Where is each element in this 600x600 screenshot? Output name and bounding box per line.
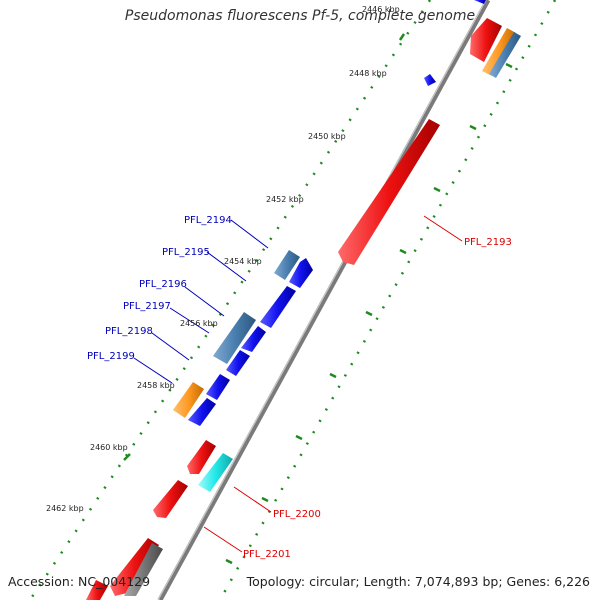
gene-label[interactable]: PFL_2200	[273, 509, 321, 520]
genome-backbone	[157, 0, 491, 600]
feature-grey-lower[interactable]	[124, 543, 163, 596]
feature-pfl-2197[interactable]	[226, 350, 250, 376]
feature-red-lower[interactable]	[110, 538, 159, 596]
tick-track-outer	[218, 0, 557, 600]
feature-pfl-2192[interactable]	[470, 18, 502, 62]
feature-steel-top[interactable]	[489, 32, 521, 78]
major-ticks	[123, 33, 513, 565]
feature-pfl-2196[interactable]	[241, 326, 266, 352]
gene-label[interactable]: PFL_2201	[243, 549, 291, 560]
kbp-label: 2458 kbp	[137, 381, 175, 390]
feature-orange-top[interactable]	[482, 28, 516, 76]
feature-red-bottom[interactable]	[86, 580, 108, 600]
label-leaders	[133, 215, 463, 553]
kbp-label: 2450 kbp	[308, 132, 346, 141]
kbp-label: 2462 kbp	[46, 504, 84, 513]
tick-track-inner	[28, 0, 432, 600]
gene-labels: PFL_2194 PFL_2195 PFL_2196 PFL_2197 PFL_…	[87, 215, 512, 560]
feature-steel-2194[interactable]	[274, 250, 300, 280]
feature-pfl-2198[interactable]	[206, 374, 230, 400]
feature-pfl-2201[interactable]	[153, 480, 188, 518]
gene-label[interactable]: PFL_2198	[105, 326, 153, 337]
gene-label[interactable]: PFL_2194	[184, 215, 232, 226]
feature-pfl-2199[interactable]	[188, 398, 216, 426]
kbp-label: 2456 kbp	[180, 319, 218, 328]
feature-pfl-2200[interactable]	[198, 453, 233, 492]
feature-pfl-2193[interactable]	[338, 119, 440, 265]
kbp-label: 2460 kbp	[90, 443, 128, 452]
feature-pfl-2195[interactable]	[260, 286, 296, 328]
gene-label[interactable]: PFL_2195	[162, 247, 210, 258]
kbp-label: 2448 kbp	[349, 69, 387, 78]
feature-pfl-2200-red[interactable]	[187, 440, 216, 474]
feature-steel-2196[interactable]	[213, 312, 256, 364]
forward-features	[86, 0, 521, 600]
accession-text: Accession: NC_004129	[8, 574, 151, 589]
feature-orange-2199[interactable]	[173, 382, 204, 418]
gene-label[interactable]: PFL_2199	[87, 351, 135, 362]
reverse-features	[173, 74, 436, 426]
feature-small-blue[interactable]	[424, 74, 436, 86]
feature-top-blue[interactable]	[474, 0, 486, 4]
kbp-label: 2446 kbp	[362, 5, 400, 14]
kbp-label: 2452 kbp	[266, 195, 304, 204]
kbp-labels: 2446 kbp 2448 kbp 2450 kbp 2452 kbp 2454…	[46, 5, 400, 513]
gene-label[interactable]: PFL_2193	[464, 237, 512, 248]
gene-label[interactable]: PFL_2196	[139, 279, 187, 290]
map-title: Pseudomonas fluorescens Pf-5, complete g…	[124, 8, 476, 24]
genome-summary-text: Topology: circular; Length: 7,074,893 bp…	[246, 574, 590, 589]
gene-label[interactable]: PFL_2197	[123, 301, 171, 312]
kbp-label: 2454 kbp	[224, 257, 262, 266]
feature-pfl-2194[interactable]	[289, 258, 313, 288]
